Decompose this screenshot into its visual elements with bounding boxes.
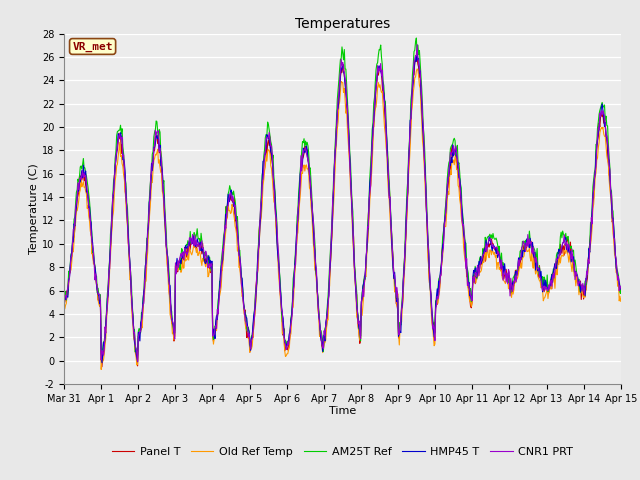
Old Ref Temp — [424, 253, 432, 259]
CNR1 PRT — [134, 359, 141, 364]
Old Ref Temp — [240, 304, 248, 310]
Old Ref Temp — [60, 302, 68, 308]
Panel T — [424, 242, 432, 248]
HMP45 T — [131, 339, 138, 345]
Old Ref Temp — [131, 338, 138, 344]
HMP45 T — [292, 252, 300, 258]
Old Ref Temp — [97, 367, 105, 372]
Panel T — [98, 364, 106, 370]
Panel T — [269, 164, 277, 170]
AM25T Ref — [292, 247, 300, 252]
HMP45 T — [98, 360, 106, 366]
Line: Panel T: Panel T — [64, 58, 640, 367]
CNR1 PRT — [130, 330, 138, 336]
CNR1 PRT — [424, 239, 432, 244]
CNR1 PRT — [458, 199, 465, 204]
HMP45 T — [60, 297, 68, 303]
AM25T Ref — [424, 235, 432, 241]
AM25T Ref — [130, 328, 138, 334]
AM25T Ref — [240, 301, 248, 307]
HMP45 T — [240, 300, 248, 306]
Old Ref Temp — [458, 213, 465, 219]
CNR1 PRT — [292, 262, 300, 267]
Y-axis label: Temperature (C): Temperature (C) — [29, 163, 39, 254]
Old Ref Temp — [413, 66, 421, 72]
X-axis label: Time: Time — [329, 407, 356, 417]
HMP45 T — [424, 241, 432, 247]
AM25T Ref — [458, 185, 465, 191]
Panel T — [60, 297, 68, 303]
Line: HMP45 T: HMP45 T — [64, 51, 640, 363]
AM25T Ref — [413, 35, 420, 41]
Panel T — [240, 301, 248, 307]
HMP45 T — [269, 172, 277, 178]
AM25T Ref — [269, 152, 277, 158]
Title: Temperatures: Temperatures — [295, 17, 390, 31]
Panel T — [458, 204, 465, 210]
Panel T — [292, 252, 300, 258]
Panel T — [131, 332, 138, 337]
Line: AM25T Ref: AM25T Ref — [64, 38, 640, 355]
Text: VR_met: VR_met — [72, 41, 113, 51]
Line: Old Ref Temp: Old Ref Temp — [64, 69, 640, 370]
Line: CNR1 PRT: CNR1 PRT — [64, 45, 640, 361]
Old Ref Temp — [292, 262, 300, 267]
CNR1 PRT — [240, 304, 248, 310]
Panel T — [413, 55, 421, 60]
CNR1 PRT — [413, 42, 421, 48]
Old Ref Temp — [269, 186, 277, 192]
HMP45 T — [458, 198, 465, 204]
CNR1 PRT — [60, 296, 68, 301]
Legend: Panel T, Old Ref Temp, AM25T Ref, HMP45 T, CNR1 PRT: Panel T, Old Ref Temp, AM25T Ref, HMP45 … — [108, 442, 577, 461]
AM25T Ref — [60, 299, 68, 305]
AM25T Ref — [134, 352, 141, 358]
HMP45 T — [413, 48, 421, 54]
CNR1 PRT — [269, 169, 277, 175]
